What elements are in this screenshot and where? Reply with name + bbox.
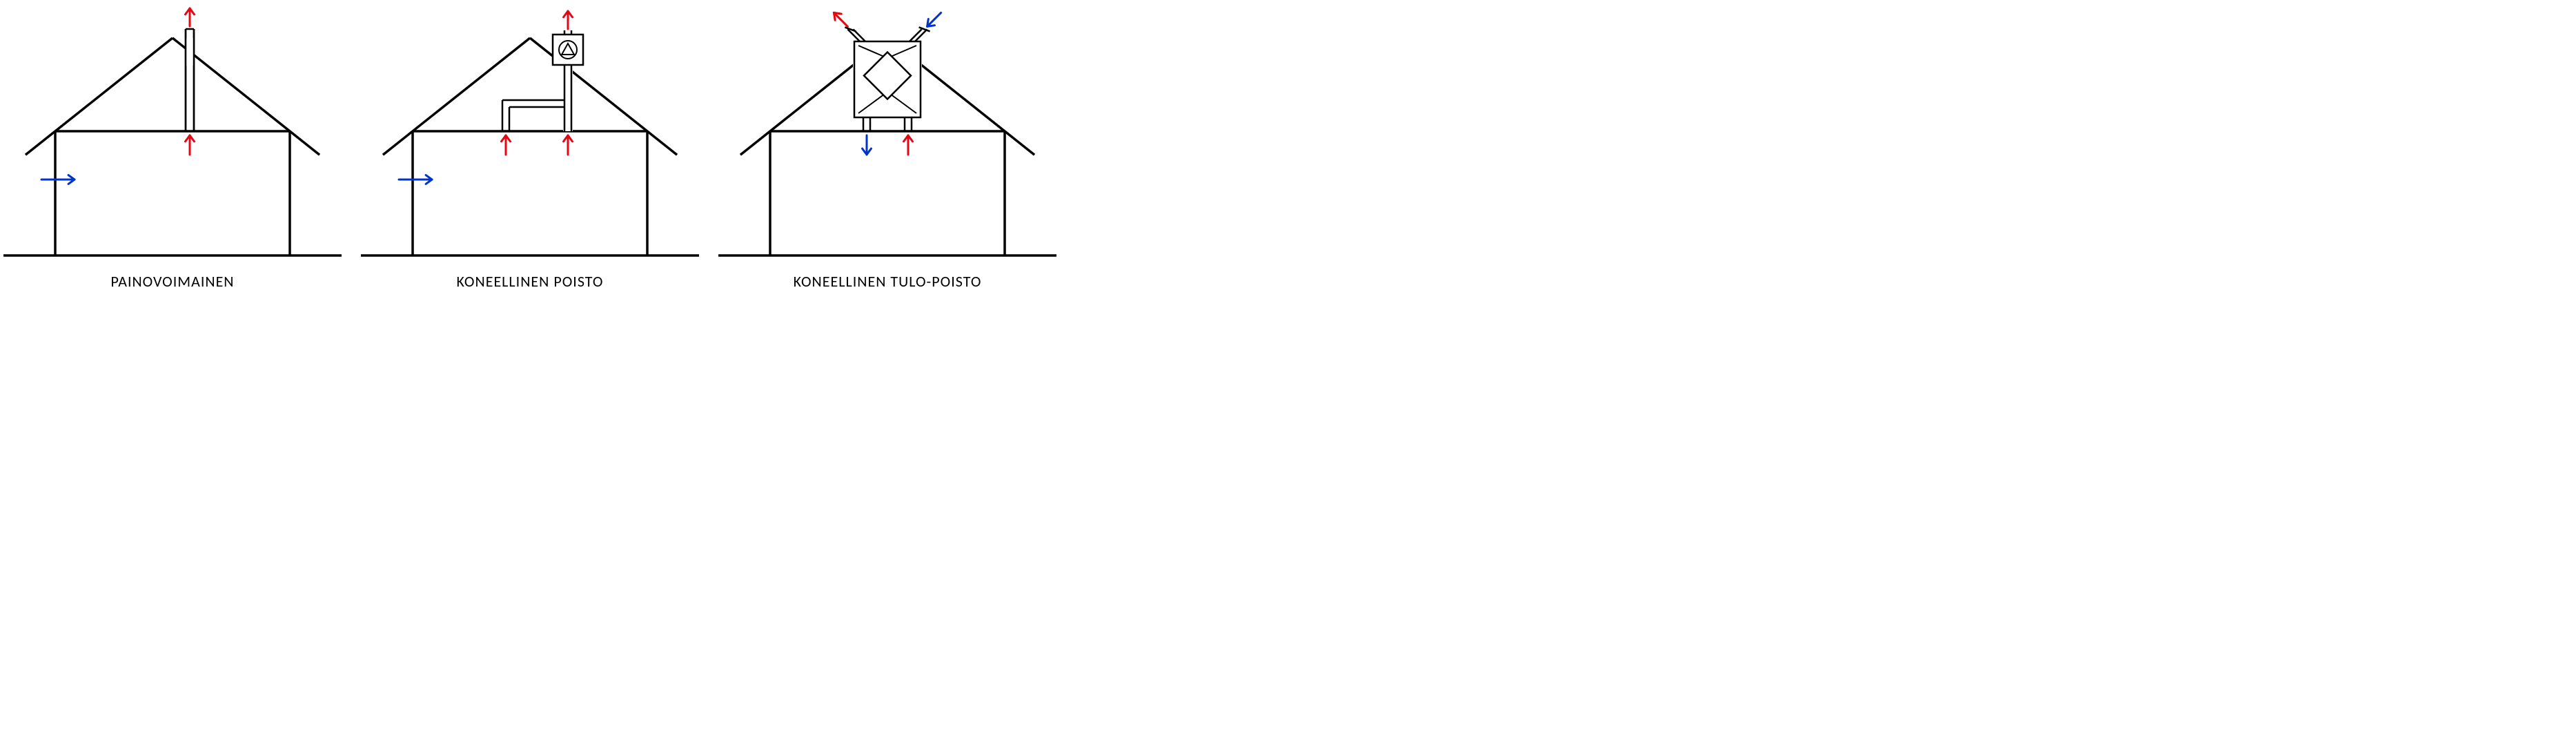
panel1-label: PAINOVOIMAINEN bbox=[110, 272, 234, 291]
panel2-label: KONEELLINEN POISTO bbox=[457, 272, 604, 291]
panel3-label: KONEELLINEN TULO-POISTO bbox=[794, 272, 982, 291]
